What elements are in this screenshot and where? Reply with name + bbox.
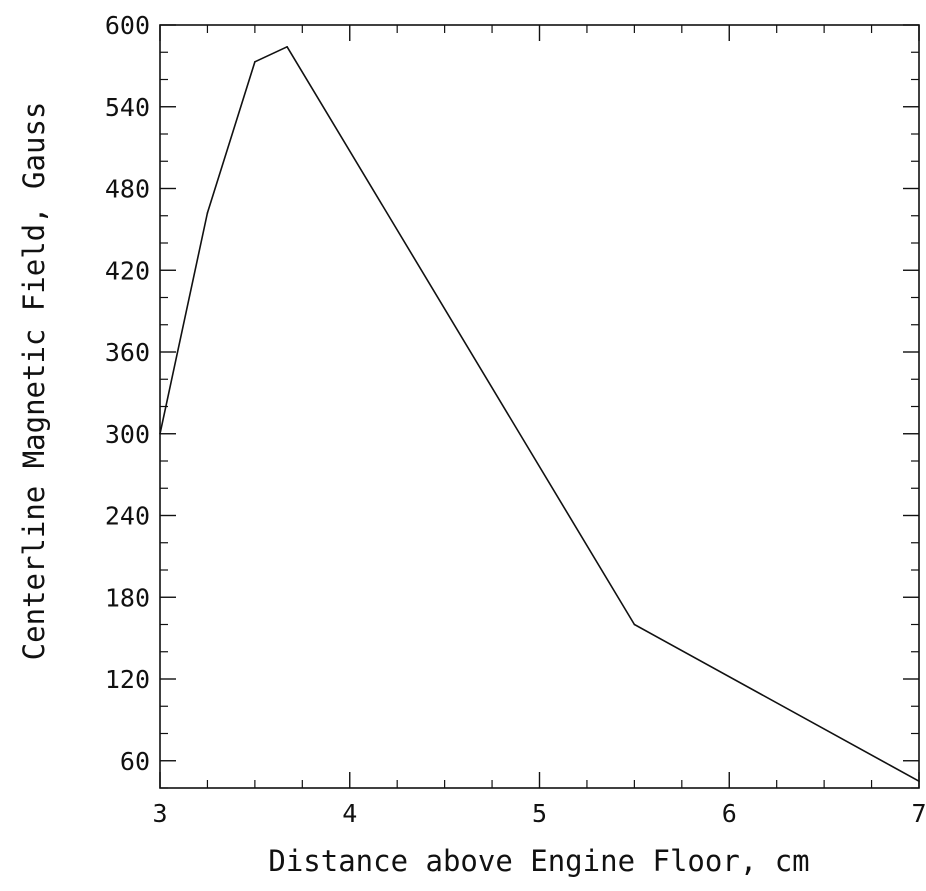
x-tick-label: 3 [152,799,167,828]
tick-labels: 3 4 5 6 7 60 120 180 240 300 360 420 480 540 600 [105,11,926,828]
y-tick-label: 300 [105,420,150,449]
x-tick-label: 4 [342,799,357,828]
plot-frame [159,24,920,789]
x-tick-label: 7 [911,799,926,828]
series [159,45,920,782]
data-point [286,46,288,48]
ticks [159,24,920,789]
y-tick-label: 120 [105,665,150,694]
y-tick-label: 60 [120,747,150,776]
y-tick-label: 360 [105,338,150,367]
data-point [254,60,256,63]
data-point [633,623,636,626]
y-tick-label: 240 [105,502,150,531]
data-point [159,432,161,435]
y-tick-label: 420 [105,256,150,285]
y-tick-label: 480 [105,175,150,204]
y-tick-label: 180 [105,583,150,612]
y-axis-label: Centerline Magnetic Field, Gauss [17,102,51,661]
x-tick-label: 5 [532,799,547,828]
y-tick-label: 600 [105,11,150,40]
y-tick-label: 540 [105,93,150,122]
series-line [159,45,920,782]
x-axis-label: Distance above Engine Floor, cm [268,844,809,878]
x-tick-label: 6 [722,799,737,828]
data-point [206,212,209,214]
axes [159,24,920,789]
data-point [918,780,920,782]
